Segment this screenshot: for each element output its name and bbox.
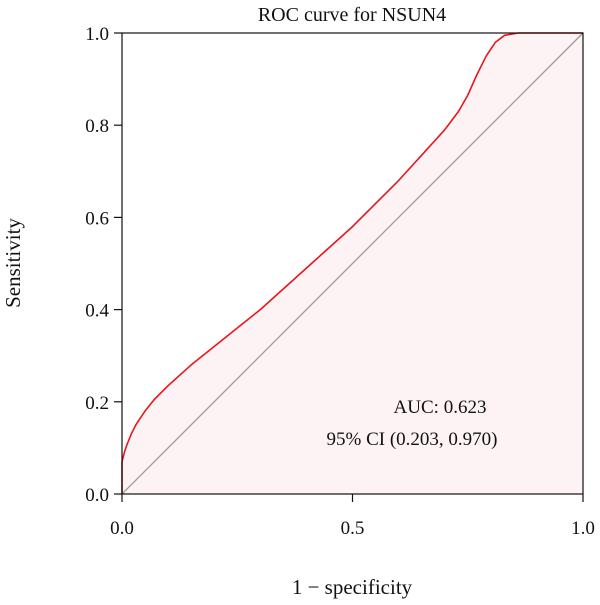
x-axis-title: 1 − specificity xyxy=(292,575,413,599)
y-tick-label: 0.8 xyxy=(85,116,109,137)
x-tick-label: 1.0 xyxy=(571,518,595,539)
y-tick-label: 0.2 xyxy=(85,393,109,414)
chart-title: ROC curve for NSUN4 xyxy=(258,4,446,26)
y-tick-label: 0.4 xyxy=(85,301,109,322)
plot-layer xyxy=(121,32,584,495)
y-tick-label: 0.6 xyxy=(85,208,109,229)
y-tick-label: 1.0 xyxy=(85,24,109,45)
x-tick-label: 0.5 xyxy=(341,518,365,539)
reference-diagonal-line xyxy=(121,32,584,495)
y-tick-label: 0.0 xyxy=(85,485,109,506)
auc-annotation: AUC: 0.623 xyxy=(394,397,487,418)
y-axis-title: Sensitivity xyxy=(1,218,25,308)
roc-curve-line xyxy=(121,32,583,494)
axes-layer: 0.0 0.2 0.4 0.6 0.8 1.0 0.0 0.5 1.0 xyxy=(85,24,595,539)
ci-annotation: 95% CI (0.203, 0.970) xyxy=(327,429,498,450)
x-tick-label: 0.0 xyxy=(110,518,134,539)
